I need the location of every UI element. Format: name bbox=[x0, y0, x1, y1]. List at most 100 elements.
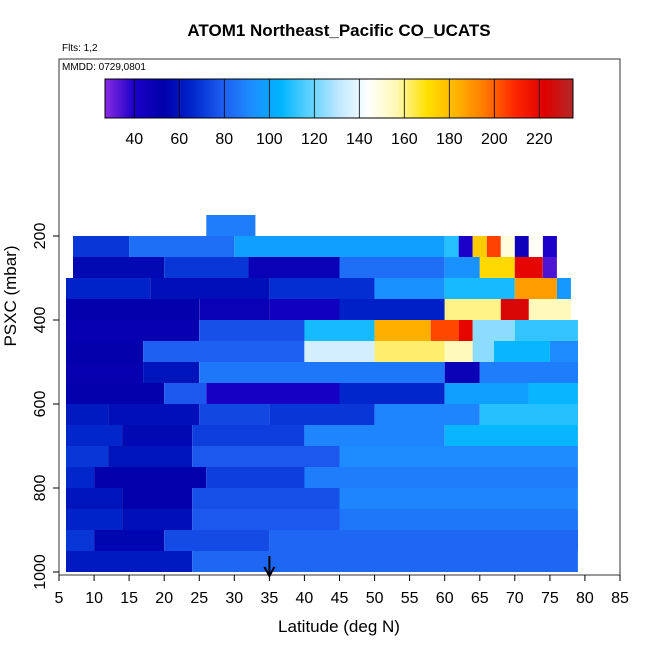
heatmap-cell bbox=[493, 341, 550, 362]
colorbar bbox=[104, 78, 574, 119]
x-tick-label: 85 bbox=[611, 590, 629, 607]
heatmap-cell bbox=[66, 383, 165, 404]
heatmap-cell bbox=[528, 236, 543, 257]
heatmap-cell bbox=[206, 467, 305, 488]
colorbar-tick-label: 160 bbox=[391, 131, 418, 148]
x-tick-label: 25 bbox=[190, 590, 208, 607]
colorbar-tick-label: 120 bbox=[301, 131, 328, 148]
heatmap-cell bbox=[528, 383, 578, 404]
heatmap-cell bbox=[192, 488, 340, 509]
heatmap-cell bbox=[108, 404, 200, 425]
heatmap-cell bbox=[94, 530, 165, 551]
x-tick-label: 45 bbox=[331, 590, 349, 607]
heatmap-cell bbox=[339, 257, 445, 278]
heatmap-cell bbox=[206, 215, 256, 236]
heatmap-cell bbox=[129, 236, 235, 257]
y-tick-label: 400 bbox=[32, 307, 49, 334]
heatmap-cell bbox=[66, 404, 109, 425]
y-tick-label: 200 bbox=[32, 223, 49, 250]
x-tick-label: 30 bbox=[225, 590, 243, 607]
heatmap-cell bbox=[66, 362, 144, 383]
y-tick-label: 800 bbox=[32, 475, 49, 502]
heatmap-cell bbox=[192, 446, 340, 467]
heatmap-cell bbox=[528, 299, 571, 320]
heatmap-cell bbox=[444, 278, 515, 299]
x-tick-label: 5 bbox=[55, 590, 64, 607]
chart-title: ATOM1 Northeast_Pacific CO_UCATS bbox=[187, 21, 490, 40]
heatmap-cell bbox=[94, 467, 207, 488]
heatmap-cell bbox=[199, 404, 270, 425]
heatmap-cell bbox=[430, 320, 459, 341]
heatmap-cell bbox=[122, 488, 193, 509]
x-tick-label: 55 bbox=[401, 590, 419, 607]
heatmap-cell bbox=[304, 467, 578, 488]
heatmap-cell bbox=[556, 278, 571, 299]
heatmap-cell bbox=[374, 404, 480, 425]
marker-head bbox=[263, 566, 276, 579]
heatmap-cell bbox=[500, 299, 529, 320]
heatmap-cell bbox=[66, 467, 94, 488]
x-tick-label: 40 bbox=[296, 590, 314, 607]
heatmap-cell bbox=[66, 551, 193, 572]
heatmap-cell bbox=[486, 236, 501, 257]
heatmap-cell bbox=[234, 236, 445, 257]
heatmap-cell bbox=[199, 299, 270, 320]
heatmap-cell bbox=[444, 362, 480, 383]
flights-note: Flts: 1,2 bbox=[62, 43, 98, 54]
heatmap-cell bbox=[66, 530, 94, 551]
y-tick-label: 600 bbox=[32, 391, 49, 418]
heatmap-cell bbox=[374, 278, 445, 299]
x-tick-label: 35 bbox=[261, 590, 279, 607]
colorbar-gradient bbox=[104, 78, 574, 119]
heatmap-cell bbox=[374, 320, 431, 341]
heatmap-cells bbox=[66, 215, 578, 572]
heatmap-cell bbox=[500, 236, 515, 257]
heatmap-cell bbox=[73, 257, 165, 278]
x-tick-label: 80 bbox=[576, 590, 594, 607]
x-axis: 5 10 15 20 25 30 35 40 45 50 55 60 65 70 75 80 85 bbox=[55, 575, 629, 607]
heatmap-cell bbox=[304, 425, 445, 446]
heatmap-cell bbox=[472, 236, 487, 257]
heatmap-cell bbox=[269, 278, 375, 299]
x-tick-label: 70 bbox=[506, 590, 524, 607]
heatmap-cell bbox=[514, 278, 557, 299]
heatmap-cell bbox=[192, 551, 578, 572]
heatmap-cell bbox=[199, 320, 305, 341]
heatmap-cell bbox=[248, 257, 340, 278]
heatmap-cell bbox=[304, 320, 375, 341]
y-tick-label: 1000 bbox=[32, 554, 49, 590]
heatmap-cell bbox=[66, 488, 123, 509]
colorbar-tick-label: 180 bbox=[436, 131, 463, 148]
heatmap-cell bbox=[479, 362, 578, 383]
heatmap-cell bbox=[143, 362, 200, 383]
heatmap-cell bbox=[66, 509, 123, 530]
heatmap-cell bbox=[66, 299, 200, 320]
heatmap-cell bbox=[269, 299, 340, 320]
colorbar-tick-label: 80 bbox=[215, 131, 233, 148]
heatmap-cell bbox=[339, 446, 578, 467]
heatmap-cell bbox=[66, 278, 151, 299]
latitude-marker-arrow bbox=[263, 556, 276, 579]
heatmap-cell bbox=[444, 236, 459, 257]
heatmap-cell bbox=[444, 257, 480, 278]
heatmap-cell bbox=[66, 320, 200, 341]
heatmap-cell bbox=[66, 446, 109, 467]
heatmap-cell bbox=[192, 425, 305, 446]
heatmap-cell bbox=[304, 341, 375, 362]
colorbar-tick-labels: 40 60 80 100 120 140 160 180 200 220 bbox=[125, 131, 552, 148]
heatmap-cell bbox=[150, 278, 270, 299]
heatmap-cell bbox=[339, 299, 445, 320]
heatmap-cell bbox=[339, 488, 578, 509]
heatmap-cell bbox=[199, 362, 445, 383]
heatmap-cell bbox=[542, 236, 557, 257]
heatmap-cell bbox=[458, 236, 473, 257]
heatmap-cell bbox=[269, 530, 578, 551]
y-axis-label: PSXC (mbar) bbox=[1, 245, 20, 346]
heatmap-cell bbox=[73, 236, 130, 257]
heatmap-cell bbox=[444, 341, 473, 362]
x-tick-label: 75 bbox=[541, 590, 559, 607]
heatmap-cell bbox=[514, 257, 543, 278]
heatmap-cell bbox=[458, 320, 473, 341]
x-tick-label: 65 bbox=[471, 590, 489, 607]
